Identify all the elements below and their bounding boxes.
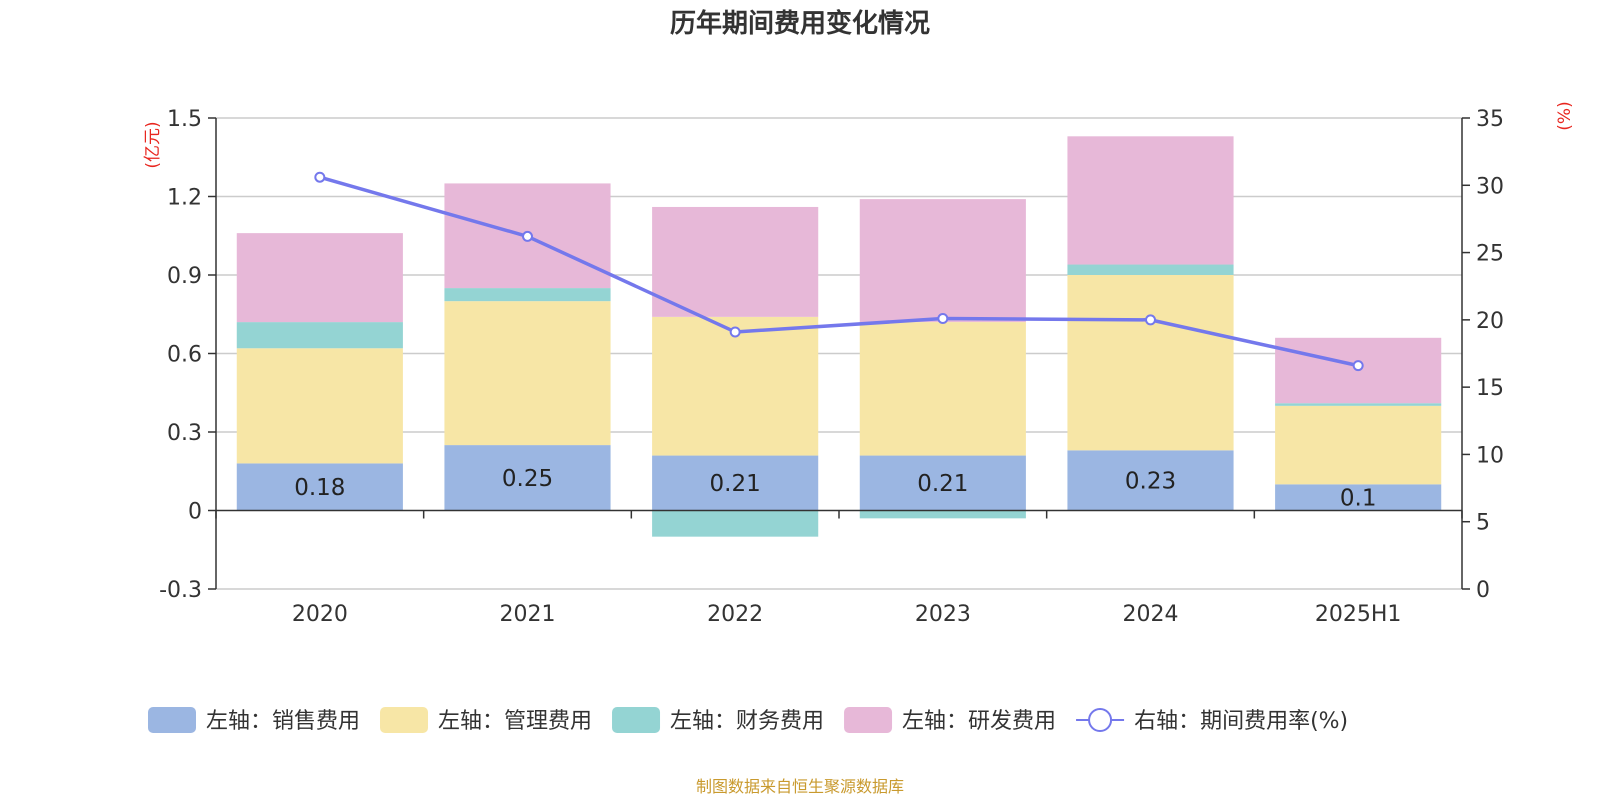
bar-segment: [236, 233, 403, 323]
legend-swatch: [380, 707, 429, 733]
bar-segment: [859, 510, 1026, 519]
left-axis-tick-label: 1.5: [167, 107, 202, 132]
data-labels: 0.18 0.25 0.21 0.21 0.23 0.1: [294, 466, 1376, 512]
left-axis-tick-label: -0.3: [159, 578, 202, 603]
right-axis-tick-label: 10: [1476, 443, 1504, 468]
legend-label: 左轴：研发费用: [902, 709, 1056, 734]
data-label: 0.23: [1125, 468, 1176, 494]
x-axis-tick-label: 2023: [915, 602, 971, 627]
source-note: 制图数据来自恒生聚源数据库: [696, 777, 904, 796]
chart-title: 历年期间费用变化情况: [670, 8, 930, 39]
bar-segment: [859, 322, 1026, 456]
rate-line-point: [522, 230, 533, 242]
right-axis-unit: (%): [1555, 101, 1575, 130]
rate-line-point: [1145, 314, 1156, 326]
x-axis-tick-label: 2025H1: [1315, 602, 1402, 627]
bar-segment: [1275, 484, 1442, 511]
x-axis-tick-label: 2024: [1123, 602, 1179, 627]
right-axis-tick-label: 20: [1476, 309, 1504, 334]
grid-lines: [216, 117, 1462, 590]
bar-segment: [1275, 405, 1442, 485]
x-axis-tick-label: 2020: [292, 602, 348, 627]
bar-segment: [652, 206, 819, 317]
left-axis-tick-label: 1.2: [167, 186, 202, 211]
right-axis-tick-label: 5: [1476, 511, 1490, 536]
legend-marker: [1088, 708, 1113, 732]
legend-swatch: [844, 707, 893, 733]
x-axis-tick-label: 2022: [707, 602, 763, 627]
left-axis-unit: (亿元): [143, 121, 163, 168]
rate-line-point: [937, 313, 949, 325]
legend-swatch: [148, 707, 196, 733]
left-axis-tick-label: 0.6: [167, 343, 202, 368]
right-axis-tick-label: 30: [1476, 174, 1504, 199]
data-label: 0.21: [710, 471, 761, 497]
legend-label: 左轴：财务费用: [670, 709, 824, 734]
bar-segment: [859, 455, 1026, 511]
bar-segment: [444, 288, 611, 302]
bar-segment: [236, 322, 403, 349]
right-axis-tick-label: 15: [1476, 376, 1504, 401]
left-axis-tick-label: 0.9: [167, 264, 202, 289]
rate-line-point: [729, 326, 741, 338]
rate-line-path: [319, 175, 1359, 368]
legend-label: 左轴：销售费用: [206, 709, 360, 734]
right-axis-tick-label: 25: [1476, 242, 1504, 267]
right-axis-tick-label: 0: [1476, 578, 1490, 603]
data-label: 0.1: [1340, 485, 1377, 511]
bar-segment: [236, 463, 403, 511]
legend-label: 右轴：期间费用率(%): [1134, 709, 1348, 734]
bar-segment: [236, 348, 403, 464]
x-axis-tick-label: 2021: [500, 602, 556, 627]
bar-segment: [652, 510, 819, 537]
bar-segment: [1067, 450, 1234, 511]
bar-segment: [1067, 275, 1234, 451]
data-label: 0.18: [294, 475, 345, 501]
bar-segment: [1067, 136, 1234, 265]
left-axis-tick-label: 0: [188, 500, 202, 525]
bars: [236, 136, 1442, 537]
legend-swatch: [612, 707, 661, 733]
rate-line: [314, 171, 1364, 372]
data-label: 0.21: [917, 471, 968, 497]
bar-segment: [652, 316, 819, 456]
bar-segment: [1275, 403, 1442, 406]
rate-line-point: [314, 171, 326, 183]
bar-segment: [1067, 264, 1234, 275]
left-axis-tick-label: 0.3: [167, 421, 202, 446]
right-axis-tick-label: 35: [1476, 107, 1504, 132]
legend-label: 左轴：管理费用: [438, 709, 592, 734]
bar-segment: [859, 199, 1026, 323]
data-label: 0.25: [502, 466, 553, 492]
bar-segment: [444, 301, 611, 446]
bar-segment: [652, 455, 819, 511]
axes: -0.3 0 0.3 0.6 0.9 1.2 1.5 0 5 10 15 20 25 30 35 2020 20…: [159, 107, 1504, 627]
bar-segment: [444, 445, 611, 511]
legend: 左轴：销售费用 左轴：管理费用 左轴：财务费用 左轴：研发费用 右轴：期间费用率(%): [148, 707, 1348, 734]
rate-line-point: [1352, 360, 1364, 372]
